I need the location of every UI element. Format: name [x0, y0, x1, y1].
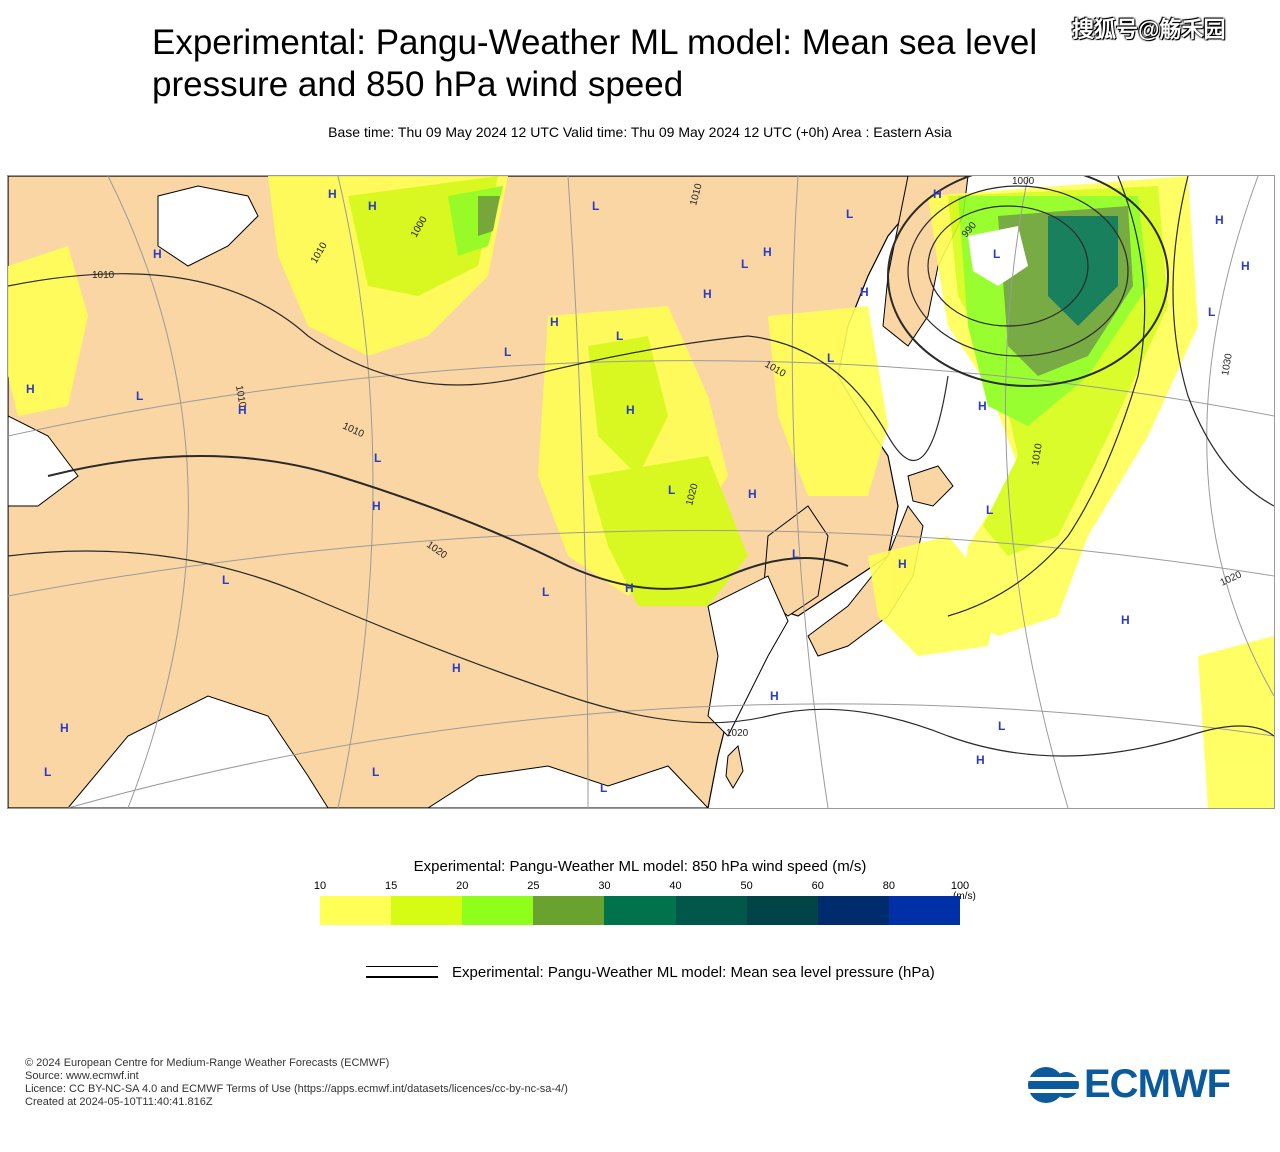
colorbar-tick-label: 40 — [669, 880, 682, 892]
mslp-legend-label: Experimental: Pangu-Weather ML model: Me… — [452, 964, 935, 981]
taiwan-island — [725, 744, 744, 789]
weather-map: 1000 990 1010 1010 1010 1010 1010 1010 1… — [8, 176, 1274, 808]
high-pressure-marker: H — [860, 285, 869, 299]
high-pressure-marker: H — [625, 581, 634, 595]
high-pressure-marker: H — [1215, 213, 1224, 227]
japan-hokkaido — [907, 465, 954, 507]
low-pressure-marker: L — [993, 247, 1000, 261]
low-pressure-marker: L — [592, 199, 599, 213]
colorbar-tick-label: 60 — [811, 880, 824, 892]
low-pressure-marker: L — [136, 389, 143, 403]
chart-title: Experimental: Pangu-Weather ML model: Me… — [152, 23, 1038, 104]
map-panel: 1000 990 1010 1010 1010 1010 1010 1010 1… — [7, 175, 1275, 809]
colorbar-segment — [320, 896, 392, 925]
east-china-sea — [707, 575, 789, 737]
colorbar-tick-label: 80 — [882, 880, 895, 892]
isobar-label: 1020 — [726, 728, 749, 739]
high-pressure-marker: H — [703, 287, 712, 301]
high-pressure-marker: H — [978, 399, 987, 413]
low-pressure-marker: L — [504, 345, 511, 359]
bay-of-bengal — [67, 695, 329, 808]
isobar-label: 1030 — [1220, 352, 1235, 376]
high-pressure-marker: H — [898, 557, 907, 571]
colorbar-tick-label: 25 — [527, 880, 540, 892]
bay-sea — [8, 415, 79, 507]
high-pressure-marker: H — [328, 187, 337, 201]
colorbar-segment — [604, 896, 676, 925]
high-pressure-marker: H — [372, 499, 381, 513]
colorbar-unit: (m/s) — [953, 891, 976, 902]
high-pressure-marker: H — [1241, 259, 1250, 273]
footer: © 2024 European Centre for Medium-Range … — [25, 1057, 568, 1109]
south-china-sea — [427, 765, 709, 808]
colorbar-segment — [675, 896, 747, 925]
colorbar-tick-label: 20 — [456, 880, 469, 892]
low-pressure-marker: L — [372, 765, 379, 779]
low-pressure-marker: L — [668, 483, 675, 497]
wind-colorbar — [320, 896, 960, 925]
high-pressure-marker: H — [60, 721, 69, 735]
footer-copyright: © 2024 European Centre for Medium-Range … — [25, 1057, 390, 1069]
high-pressure-marker: H — [763, 245, 772, 259]
low-pressure-marker: L — [741, 257, 748, 271]
footer-licence: Licence: CC BY-NC-SA 4.0 and ECMWF Terms… — [25, 1083, 568, 1095]
isobar-label: 1010 — [92, 270, 115, 281]
high-pressure-marker: H — [452, 661, 461, 675]
low-pressure-marker: L — [827, 351, 834, 365]
low-pressure-marker: L — [792, 547, 799, 561]
colorbar-tick-label: 15 — [384, 880, 398, 892]
high-pressure-marker: H — [368, 199, 377, 213]
colorbar-segment — [462, 896, 534, 925]
footer-source: Source: www.ecmwf.int — [25, 1070, 139, 1082]
low-pressure-marker: L — [998, 719, 1005, 733]
high-pressure-marker: H — [976, 753, 985, 767]
colorbar-tick-label: 100 — [950, 880, 970, 892]
low-pressure-marker: L — [44, 765, 51, 779]
colorbar-segment — [533, 896, 605, 925]
isobar-label: 1010 — [233, 385, 248, 409]
isobar-label: 1010 — [1030, 442, 1045, 466]
colorbar-segment — [888, 896, 960, 925]
high-pressure-marker: H — [1121, 613, 1130, 627]
watermark: 搜狐号@觞禾园 — [1072, 17, 1226, 42]
low-pressure-marker: L — [1208, 305, 1215, 319]
high-pressure-marker: H — [770, 689, 779, 703]
high-pressure-marker: H — [748, 487, 757, 501]
wind-speed-shading — [8, 176, 1274, 808]
colorbar-tick-label: 10 — [313, 880, 327, 892]
ecmwf-logo-icon — [1028, 1066, 1080, 1103]
high-pressure-marker: H — [238, 403, 247, 417]
isobar-label: 1000 — [1012, 176, 1035, 187]
low-pressure-marker: L — [542, 585, 549, 599]
pressure-centres: H H H H H H H H H H H H H H H H H H H H H H H L L L L L L L L L L L L L L L L L… — [26, 187, 1250, 795]
footer-created: Created at 2024-05-10T11:40:41.816Z — [25, 1096, 213, 1108]
high-pressure-marker: H — [26, 382, 35, 396]
low-pressure-marker: L — [616, 329, 623, 343]
high-pressure-marker: H — [550, 315, 559, 329]
low-pressure-marker: L — [846, 207, 853, 221]
chart-subtitle: Base time: Thu 09 May 2024 12 UTC Valid … — [328, 124, 952, 140]
logo-text: ECMWF — [1084, 1062, 1231, 1106]
colorbar-segment — [391, 896, 463, 925]
isobars — [8, 176, 1274, 757]
high-pressure-marker: H — [153, 247, 162, 261]
ecmwf-logo: ECMWF — [1026, 1062, 1231, 1107]
wind-legend-title: Experimental: Pangu-Weather ML model: 85… — [413, 858, 867, 875]
high-pressure-marker: H — [626, 403, 635, 417]
okhotsk-sea — [157, 185, 259, 267]
low-pressure-marker: L — [986, 503, 993, 517]
low-pressure-marker: L — [374, 451, 381, 465]
colorbar-tick-label: 30 — [598, 880, 611, 892]
colorbar-tick-label: 50 — [740, 880, 753, 892]
low-pressure-marker: L — [222, 573, 229, 587]
high-pressure-marker: H — [933, 187, 942, 201]
colorbar-segment — [746, 896, 818, 925]
colorbar-segment — [817, 896, 889, 925]
graticule — [8, 176, 1274, 808]
low-pressure-marker: L — [600, 781, 607, 795]
